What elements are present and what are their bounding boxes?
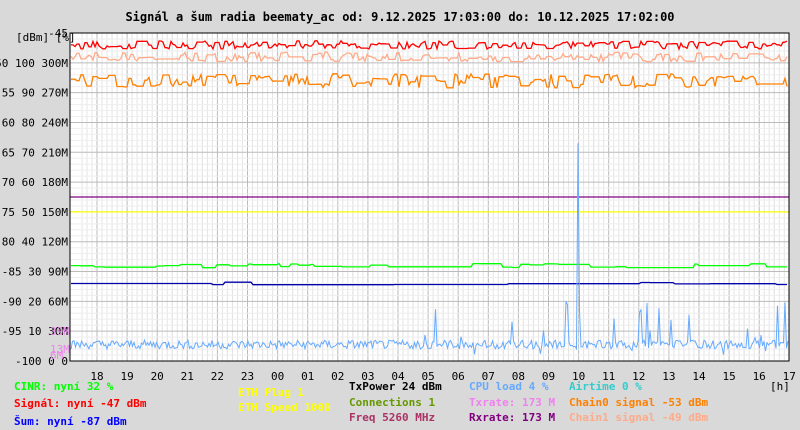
plot-frame [69,32,790,362]
legend-connections: Connections 1 [349,396,436,409]
x-tick-label: 08 [512,370,525,383]
x-tick-label: 04 [391,370,405,383]
y-tick-label: -50 100 300M [0,57,68,70]
series-cpu-load [70,143,789,355]
x-tick-label: 02 [331,370,344,383]
x-tick-label: 00 [271,370,284,383]
legend-noise: Šum: nyní -87 dBm [14,415,127,428]
x-tick-label: 21 [181,370,194,383]
legend-airtime: Airtime 0 % [569,380,642,393]
x-tick-label: 14 [692,370,706,383]
legend-txpower: TxPower 24 dBm [349,380,442,393]
legend-signal: Signál: nyní -47 dBm [14,397,147,410]
x-tick-label: 18 [90,370,103,383]
axis-header: [dBm] [%] [16,31,76,44]
x-tick-label: 22 [211,370,224,383]
x-tick-label: 01 [301,370,314,383]
x-tick-label: 10 [572,370,585,383]
legend-chain1: Chain1 signal -49 dBm [569,411,709,424]
series-signal [71,39,788,52]
x-tick-label: 19 [120,370,133,383]
y-tick-label: -95 10 30M [2,325,69,338]
legend-chain0: Chain0 signal -53 dBm [569,396,709,409]
legend-freq: Freq 5260 MHz [349,411,436,424]
y-tick-label: -70 60 180M [0,176,68,189]
y-tick-label: -100 0 0 [15,355,68,368]
x-tick-label: 12 [632,370,645,383]
x-tick-label: 17 [783,370,796,383]
y-tick-label: -60 80 240M [0,116,68,129]
y-tick-label: -65 70 210M [0,146,68,159]
legend-cinr: CINR: nyní 32 % [14,380,114,393]
series-cinr [71,262,787,269]
x-tick-label: 03 [361,370,374,383]
x-tick-label: 23 [241,370,254,383]
y-tick-label: -85 30 90M [2,266,69,279]
x-tick-label: 05 [421,370,434,383]
x-tick-label: 07 [482,370,495,383]
y-tick-label: -45 [48,27,68,40]
series-chain0-signal [71,72,788,89]
x-tick-label: 20 [151,370,164,383]
x-tick-label: 06 [452,370,465,383]
series-chain1-signal [70,51,788,64]
y-tick-label: -90 20 60M [2,295,69,308]
series-noise [71,281,787,286]
y-tick-label: -75 50 150M [0,206,68,219]
x-tick-label: 16 [753,370,766,383]
legend-eth-plug: ETH Plug 1 [238,386,305,399]
x-tick-label: 15 [722,370,735,383]
x-tick-label: 13 [662,370,675,383]
legend-eth-speed: ETH Speed 1000 [238,401,331,414]
chart-title: Signál a šum radia beematy_ac od: 9.12.2… [125,10,675,24]
inner-rate-label: 39M [50,325,70,338]
x-tick-label: 11 [602,370,615,383]
legend-txrate: Txrate: 173 M [469,396,556,409]
x-unit-label: [h] [770,380,790,393]
x-tick-label: 09 [542,370,555,383]
legend-rxrate: Rxrate: 173 M [469,411,556,424]
inner-rate-label: 6M [50,349,64,362]
y-tick-label: -80 40 120M [0,236,68,249]
inner-rate-label: 13M [50,343,70,356]
legend-cpu-load: CPU load 4 % [469,380,549,393]
y-tick-label: -55 90 270M [0,87,68,100]
